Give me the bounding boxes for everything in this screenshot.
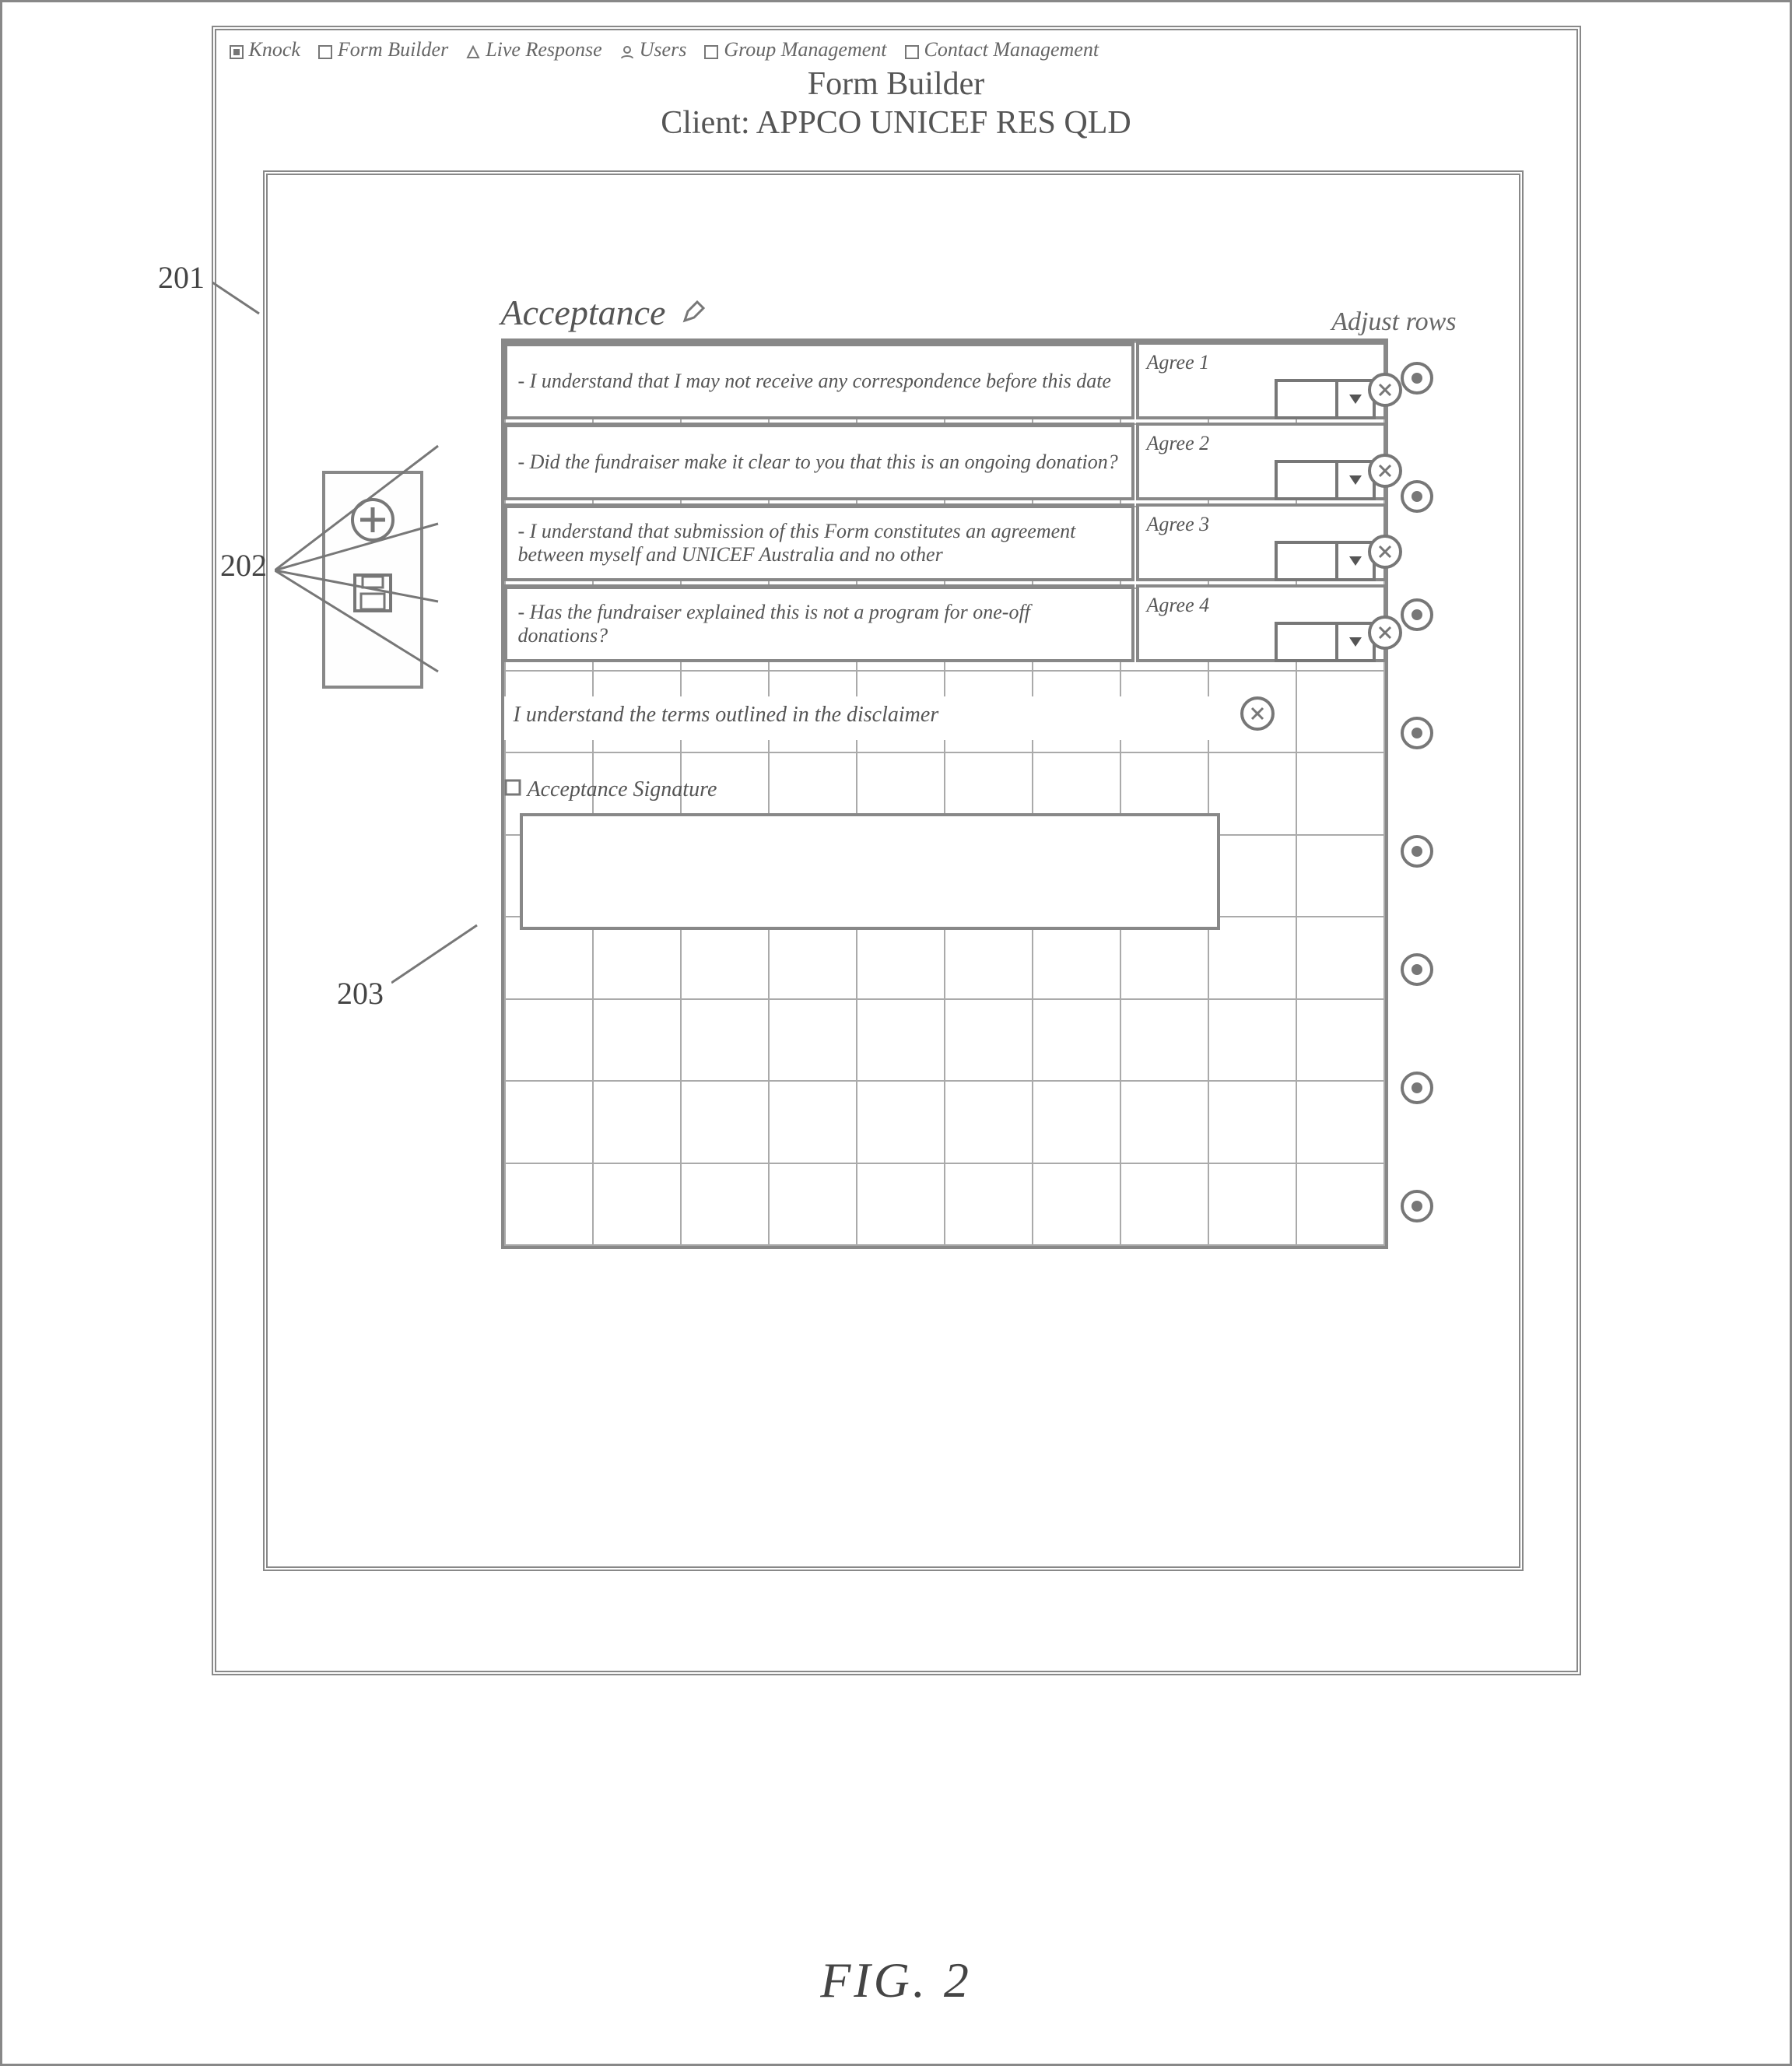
nav-label: Contact Management xyxy=(924,38,1099,61)
agree-field-2[interactable]: Agree 2 xyxy=(1136,423,1387,500)
contact-icon xyxy=(904,42,920,58)
agree-field-1[interactable]: Agree 1 xyxy=(1136,342,1387,419)
nav-label: Live Response xyxy=(486,38,601,61)
delete-field-icon[interactable] xyxy=(1368,616,1402,650)
title-line1: Form Builder xyxy=(216,65,1576,103)
delete-field-icon[interactable] xyxy=(1240,696,1275,731)
form-icon xyxy=(317,42,333,58)
row-adjust-handle[interactable] xyxy=(1401,835,1433,868)
delete-field-icon[interactable] xyxy=(1368,454,1402,488)
row-adjust-handle[interactable] xyxy=(1401,480,1433,513)
top-nav: Knock Form Builder Live Response Users G… xyxy=(216,30,1576,69)
question-text: - Did the fundraiser make it clear to yo… xyxy=(518,451,1118,474)
chevron-down-icon xyxy=(1338,625,1373,659)
checkbox-icon[interactable] xyxy=(504,777,521,802)
chevron-down-icon xyxy=(1338,544,1373,578)
nav-label: Users xyxy=(640,38,687,61)
agree-dropdown[interactable] xyxy=(1275,541,1376,581)
signature-input[interactable] xyxy=(520,813,1220,930)
nav-label: Group Management xyxy=(724,38,886,61)
signature-label-row: Acceptance Signature xyxy=(504,777,717,802)
signature-label: Acceptance Signature xyxy=(528,777,717,802)
nav-label: Form Builder xyxy=(338,38,448,61)
section-title: Acceptance xyxy=(501,292,666,333)
users-icon xyxy=(619,42,635,58)
figure-label: FIG. 2 xyxy=(820,1952,972,2009)
delete-field-icon[interactable] xyxy=(1368,535,1402,569)
row-adjust-handle[interactable] xyxy=(1401,717,1433,749)
row-adjust-handle[interactable] xyxy=(1401,953,1433,986)
question-text: - I understand that I may not receive an… xyxy=(518,370,1111,393)
question-field-3[interactable]: - I understand that submission of this F… xyxy=(504,503,1134,581)
row-adjust-column xyxy=(1401,362,1433,1222)
agree-label: Agree 1 xyxy=(1147,351,1210,374)
nav-users[interactable]: Users xyxy=(619,38,687,61)
chevron-down-icon xyxy=(1338,382,1373,416)
title-line2: Client: APPCO UNICEF RES QLD xyxy=(216,103,1576,142)
agree-dropdown[interactable] xyxy=(1275,379,1376,419)
brand: Knock xyxy=(229,38,300,61)
agree-dropdown[interactable] xyxy=(1275,460,1376,500)
live-icon xyxy=(465,42,481,58)
brand-icon xyxy=(229,42,244,58)
app-window: Knock Form Builder Live Response Users G… xyxy=(212,26,1581,1675)
agree-field-4[interactable]: Agree 4 xyxy=(1136,584,1387,662)
callout-203: 203 xyxy=(337,975,384,1012)
agree-field-3[interactable]: Agree 3 xyxy=(1136,503,1387,581)
edit-icon[interactable] xyxy=(681,292,707,333)
delete-field-icon[interactable] xyxy=(1368,373,1402,407)
agree-label: Agree 3 xyxy=(1147,513,1210,536)
agree-dropdown[interactable] xyxy=(1275,622,1376,662)
nav-contact-management[interactable]: Contact Management xyxy=(904,38,1099,61)
title-bar: Form Builder Client: APPCO UNICEF RES QL… xyxy=(216,65,1576,143)
agree-label: Agree 4 xyxy=(1147,594,1210,617)
callout-201: 201 xyxy=(158,259,205,296)
chevron-down-icon xyxy=(1338,463,1373,497)
disclaimer-text: I understand the terms outlined in the d… xyxy=(514,703,939,727)
row-adjust-handle[interactable] xyxy=(1401,1072,1433,1104)
question-field-4[interactable]: - Has the fundraiser explained this is n… xyxy=(504,584,1134,662)
nav-group-management[interactable]: Group Management xyxy=(703,38,886,61)
leader-line xyxy=(212,275,267,321)
row-adjust-handle[interactable] xyxy=(1401,1190,1433,1222)
question-field-2[interactable]: - Did the fundraiser make it clear to yo… xyxy=(504,423,1134,500)
row-adjust-handle[interactable] xyxy=(1401,362,1433,395)
question-field-1[interactable]: - I understand that I may not receive an… xyxy=(504,342,1134,419)
patent-figure-page: Knock Form Builder Live Response Users G… xyxy=(0,0,1792,2066)
question-text: - Has the fundraiser explained this is n… xyxy=(518,601,1120,647)
nav-live-response[interactable]: Live Response xyxy=(465,38,601,61)
leader-lines-202 xyxy=(275,438,446,687)
callout-202: 202 xyxy=(220,547,267,584)
group-icon xyxy=(703,42,719,58)
adjust-rows-label: Adjust rows xyxy=(1331,307,1456,337)
question-text: - I understand that submission of this F… xyxy=(518,520,1120,566)
nav-form-builder[interactable]: Form Builder xyxy=(317,38,448,61)
leader-line xyxy=(391,921,485,991)
disclaimer-field[interactable]: I understand the terms outlined in the d… xyxy=(504,696,1228,740)
section-header: Acceptance xyxy=(501,292,708,333)
brand-label: Knock xyxy=(249,38,300,61)
agree-label: Agree 2 xyxy=(1147,432,1210,455)
form-canvas: Acceptance Adjust rows xyxy=(263,170,1524,1571)
row-adjust-handle[interactable] xyxy=(1401,598,1433,631)
